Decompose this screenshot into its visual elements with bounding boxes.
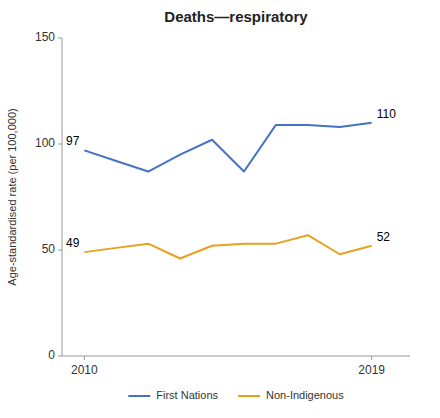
y-tick: [58, 144, 62, 145]
y-tick-label: 50: [42, 242, 56, 256]
y-axis-line: [62, 38, 63, 356]
legend-item: Non-Indigenous: [238, 389, 344, 401]
y-tick: [58, 356, 62, 357]
x-axis-line: [62, 356, 410, 357]
x-tick-label: 2019: [358, 363, 385, 377]
legend-swatch: [128, 395, 150, 397]
y-tick: [58, 250, 62, 251]
annotation: 110: [377, 107, 396, 121]
annotation: 52: [377, 230, 391, 244]
y-tick: [58, 38, 62, 39]
x-tick-label: 2010: [71, 363, 98, 377]
annotation: 97: [66, 134, 80, 148]
y-tick-label: 150: [35, 30, 55, 44]
legend-swatch: [238, 395, 260, 397]
x-tick: [371, 356, 372, 360]
legend-item: First Nations: [128, 389, 218, 401]
chart: 0 50 100 150 2010 2019 97 110 49 52 Deaths—respira…: [0, 0, 440, 418]
series-line: [84, 123, 371, 172]
title: Deaths—respiratory: [164, 8, 308, 25]
y-axis-label: Age-standardised rate (per 100,000): [6, 108, 18, 285]
x-tick: [84, 356, 85, 360]
plot-area: [84, 123, 371, 259]
legend: First Nations Non-Indigenous: [128, 389, 344, 401]
legend-label: First Nations: [156, 389, 218, 401]
y-tick-label: 100: [35, 136, 55, 150]
legend-label: Non-Indigenous: [266, 389, 344, 401]
annotation: 49: [66, 236, 80, 250]
y-tick-label: 0: [48, 348, 55, 362]
series-line: [84, 235, 371, 258]
